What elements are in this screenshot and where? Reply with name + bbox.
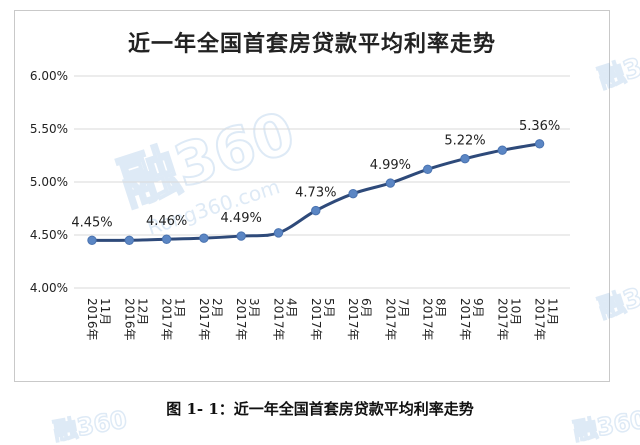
x-tick-label-year: 2017年 (272, 298, 286, 341)
x-tick-label: 2017年 7月 (383, 298, 410, 341)
data-point (534, 139, 545, 149)
data-label: 4.73% (295, 186, 336, 201)
data-point (124, 235, 135, 246)
x-tick-label: 2017年 1月 (160, 298, 187, 341)
x-tick-label-year: 2016年 (122, 298, 136, 341)
x-tick-label-month: 3月 (247, 298, 261, 318)
chart-frame (14, 10, 610, 382)
watermark-layer: 融360 Rong360.com 融360 融360 融360 融360 (50, 41, 640, 445)
x-tick-label: 2017年 5月 (309, 298, 336, 341)
data-labels: 4.45% 4.46% 4.49% 4.73% 4.99% 5.22% 5.36% (71, 119, 560, 230)
data-point (87, 235, 97, 246)
x-tick-label-month: 9月 (471, 298, 485, 318)
x-tick-label: 2017年 3月 (234, 298, 261, 341)
data-point (348, 188, 358, 199)
x-tick-label-month: 4月 (285, 298, 299, 318)
data-point (273, 228, 284, 238)
x-tick-label-month: 8月 (434, 298, 448, 318)
x-tick-label-year: 2017年 (309, 298, 323, 341)
data-point (423, 164, 433, 174)
x-tick-label: 2017年 6月 (346, 298, 373, 341)
x-tick-label-month: 10月 (508, 298, 522, 325)
x-tick-label-year: 2017年 (346, 298, 360, 341)
x-tick-label-month: 11月 (546, 298, 560, 325)
y-tick-label: 5.00% (30, 175, 68, 189)
data-point (161, 234, 172, 244)
x-tick-label-month: 12月 (135, 298, 149, 325)
x-tick-label-year: 2017年 (533, 298, 547, 341)
data-point (311, 205, 321, 216)
y-axis-ticks: 4.00% 4.50% 5.00% 5.50% 6.00% (30, 69, 68, 295)
data-label: 4.45% (71, 215, 112, 230)
x-tick-label: 2016年 11月 (85, 298, 112, 341)
data-point (385, 178, 396, 188)
x-tick-label: 2017年 4月 (272, 298, 299, 341)
x-tick-label-year: 2017年 (383, 298, 397, 341)
x-tick-label-month: 7月 (396, 298, 410, 318)
data-label: 4.99% (370, 158, 411, 173)
x-tick-label: 2017年 10月 (495, 298, 522, 341)
x-tick-label: 2017年 8月 (421, 298, 448, 341)
figure-caption: 图 1- 1：近一年全国首套房贷款平均利率走势 (166, 400, 474, 418)
x-tick-label-year: 2017年 (234, 298, 248, 341)
data-point (236, 231, 246, 241)
y-tick-label: 5.50% (30, 122, 68, 136)
x-tick-label: 2016年 12月 (122, 298, 149, 341)
x-tick-label-month: 1月 (173, 298, 187, 318)
x-tick-label-year: 2016年 (85, 298, 99, 341)
data-label: 4.46% (146, 214, 187, 229)
y-tick-label: 4.00% (30, 281, 68, 295)
x-tick-label-year: 2017年 (421, 298, 435, 341)
x-tick-label: 2017年 9月 (458, 298, 485, 341)
data-point (199, 233, 209, 243)
x-tick-label-year: 2017年 (197, 298, 211, 341)
y-tick-label: 4.50% (30, 228, 68, 242)
data-label: 4.49% (221, 211, 262, 226)
data-point (497, 145, 507, 155)
watermark-logo-corner-right: 融360 (595, 271, 640, 324)
x-tick-label: 2017年 11月 (533, 298, 560, 341)
x-tick-label-month: 11月 (98, 298, 112, 325)
y-tick-label: 6.00% (30, 69, 68, 83)
gridlines (74, 75, 570, 289)
x-tick-label-month: 2月 (210, 298, 224, 318)
x-tick-label: 2017年 2月 (197, 298, 224, 341)
series-layer (87, 139, 545, 246)
data-point (460, 153, 470, 164)
x-tick-label-month: 5月 (322, 298, 336, 318)
x-tick-label-month: 6月 (359, 298, 373, 318)
x-tick-label-year: 2017年 (458, 298, 472, 341)
data-label: 5.36% (519, 119, 560, 134)
chart-title: 近一年全国首套房贷款平均利率走势 (127, 32, 496, 57)
x-axis-ticks: 2016年 11月 2016年 12月 2017年 1月 2017年 2月 2017年 3月 201… (85, 298, 560, 341)
x-tick-label-year: 2017年 (160, 298, 174, 341)
data-label: 5.22% (444, 134, 485, 149)
x-tick-label-year: 2017年 (495, 298, 509, 341)
